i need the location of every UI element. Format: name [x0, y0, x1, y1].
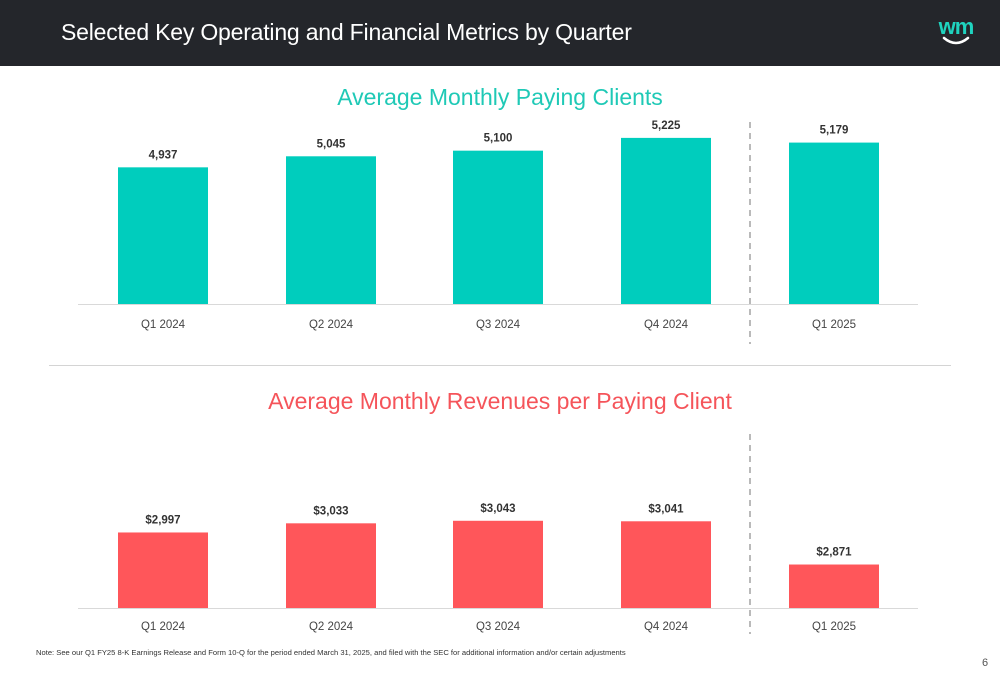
paying-clients-chart: 4,937 Q1 2024 5,045 Q2 2024 5,100 Q3 2024 5,22… [78, 120, 918, 344]
chart-title-revenue-per-client: Average Monthly Revenues per Paying Clie… [268, 388, 732, 414]
page-title: Selected Key Operating and Financial Met… [61, 19, 632, 45]
revenue-per-client-chart: $2,997 Q1 2024 $3,033 Q2 2024 $3,043 Q3 2024 $… [78, 434, 918, 634]
footnote: Note: See our Q1 FY25 8-K Earnings Relea… [36, 648, 626, 657]
revenue-value-label-4: $3,041 [648, 503, 684, 515]
clients-category-label-5: Q1 2025 [812, 319, 856, 331]
logo-text: wm [938, 14, 975, 39]
clients-value-label-5: 5,179 [820, 125, 849, 137]
page-number: 6 [982, 657, 989, 669]
clients-category-label-3: Q3 2024 [476, 319, 521, 331]
revenue-category-label-1: Q1 2024 [141, 621, 186, 633]
revenue-bar-4 [621, 521, 711, 608]
revenue-bar-2 [286, 523, 376, 608]
clients-category-label-2: Q2 2024 [309, 319, 354, 331]
revenue-category-label-4: Q4 2024 [644, 621, 689, 633]
revenue-bar-1 [118, 532, 208, 608]
revenue-value-label-3: $3,043 [480, 503, 515, 515]
revenue-bar-3 [453, 520, 543, 608]
clients-value-label-4: 5,225 [652, 120, 681, 132]
clients-value-label-1: 4,937 [149, 149, 178, 161]
clients-bar-5 [789, 142, 879, 304]
logo-smile-icon [942, 36, 970, 45]
company-logo: wm [934, 14, 978, 50]
revenue-bar-5 [789, 564, 879, 608]
revenue-value-label-1: $2,997 [145, 514, 180, 526]
clients-value-label-2: 5,045 [317, 138, 346, 150]
clients-category-label-1: Q1 2024 [141, 319, 186, 331]
clients-bar-4 [621, 137, 711, 304]
revenue-category-label-5: Q1 2025 [812, 621, 856, 633]
revenue-value-label-2: $3,033 [313, 505, 348, 517]
revenue-value-label-5: $2,871 [816, 547, 852, 559]
revenue-category-label-2: Q2 2024 [309, 621, 354, 633]
clients-value-label-3: 5,100 [484, 133, 513, 145]
header-bar: Selected Key Operating and Financial Met… [0, 0, 1000, 66]
clients-bar-3 [453, 150, 543, 304]
section-divider [49, 365, 951, 366]
revenue-category-label-3: Q3 2024 [476, 621, 521, 633]
clients-bar-1 [118, 167, 208, 304]
clients-bar-2 [286, 156, 376, 304]
chart-title-paying-clients: Average Monthly Paying Clients [337, 84, 663, 110]
clients-category-label-4: Q4 2024 [644, 319, 689, 331]
